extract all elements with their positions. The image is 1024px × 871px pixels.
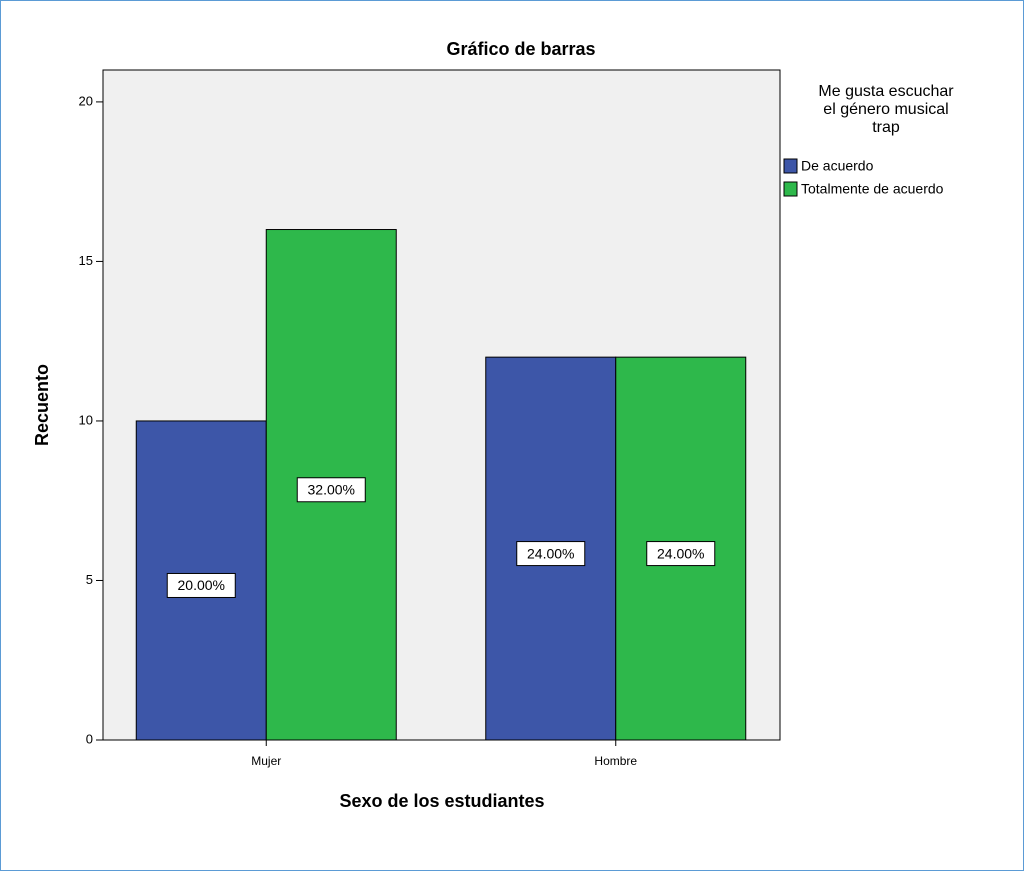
x-tick-label: Mujer <box>251 754 281 768</box>
y-tick-label: 5 <box>86 572 93 587</box>
y-tick-label: 15 <box>79 253 93 268</box>
y-tick-label: 20 <box>79 93 93 108</box>
legend-title: trap <box>872 119 900 136</box>
legend-title: Me gusta escuchar <box>818 83 954 100</box>
y-axis-label: Recuento <box>32 364 52 446</box>
x-tick-label: Hombre <box>594 754 637 768</box>
data-label-box <box>166 572 236 598</box>
y-tick-label: 0 <box>86 731 93 746</box>
data-label: 20.00% <box>178 577 225 593</box>
data-label: 24.00% <box>657 545 704 561</box>
x-axis-label: Sexo de los estudiantes <box>339 791 544 811</box>
chart-title: Gráfico de barras <box>446 39 595 59</box>
legend-label: De acuerdo <box>801 158 874 174</box>
y-tick-label: 10 <box>79 412 93 427</box>
legend-title: el género musical <box>823 101 948 118</box>
data-label: 32.00% <box>308 481 355 497</box>
legend-swatch <box>783 181 798 197</box>
data-label-box <box>646 541 716 567</box>
legend-label: Totalmente de acuerdo <box>801 181 944 197</box>
data-label-box <box>296 477 366 503</box>
legend-swatch <box>783 158 798 174</box>
data-label: 24.00% <box>527 545 574 561</box>
data-label-box <box>516 541 586 567</box>
